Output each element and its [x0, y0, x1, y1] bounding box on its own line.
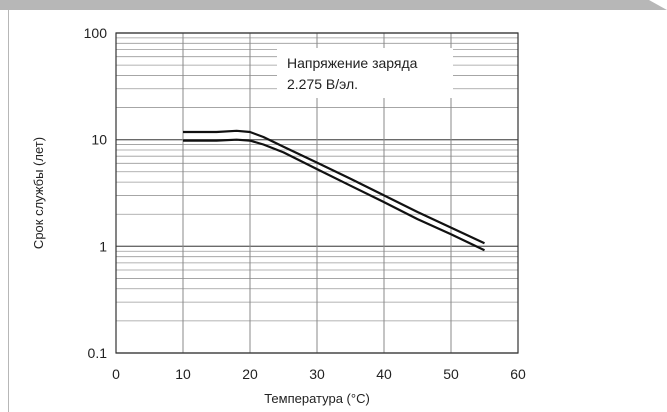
y-tick-label: 1: [99, 238, 107, 254]
x-axis-label: Температура (°C): [264, 391, 370, 406]
x-tick-labels: 0 10 20 30 40 50 60: [112, 366, 526, 382]
top-bar-fold: [649, 0, 667, 10]
annotation-line-1: Напряжение заряда: [287, 55, 418, 71]
x-tick-label: 0: [112, 366, 120, 382]
x-tick-label: 40: [376, 366, 392, 382]
x-tick-label: 20: [242, 366, 258, 382]
series-layer: [183, 129, 485, 252]
y-tick-labels: 100 10 1 0.1: [84, 25, 108, 361]
series-line-2: [183, 138, 485, 252]
top-bar: [0, 0, 667, 10]
x-tick-label: 30: [309, 366, 325, 382]
y-axis-label: Срок службы (лет): [31, 137, 46, 249]
series-line-1: [183, 129, 485, 245]
plot-border: [115, 32, 519, 354]
x-tick-label: 60: [510, 366, 526, 382]
y-tick-label: 10: [91, 132, 107, 148]
y-tick-label: 0.1: [88, 345, 108, 361]
x-tick-label: 50: [443, 366, 459, 382]
x-tick-label: 10: [175, 366, 191, 382]
left-rule: [8, 10, 9, 412]
y-tick-label: 100: [84, 25, 108, 41]
annotation-box: [277, 48, 453, 98]
annotation-line-2: 2.275 В/эл.: [287, 76, 358, 92]
